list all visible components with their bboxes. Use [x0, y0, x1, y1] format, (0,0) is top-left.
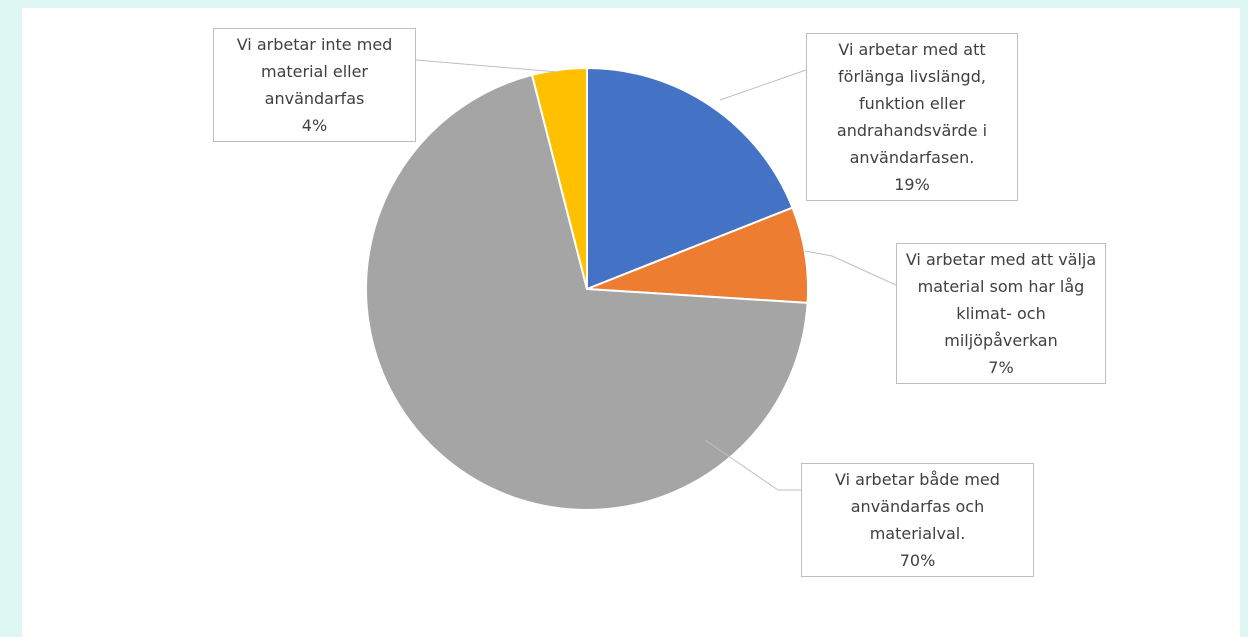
label-text: Vi arbetar inte med material eller använ… — [236, 35, 393, 108]
label-value: 7% — [988, 358, 1014, 377]
pie-slice — [530, 66, 588, 290]
leader-line — [415, 59, 559, 73]
leader-line — [704, 439, 801, 491]
pie-slice — [365, 73, 809, 511]
label-text: Vi arbetar med att förlänga livslängd, f… — [836, 40, 988, 167]
leader-line — [719, 69, 807, 101]
label-text: Vi arbetar både med användarfas och mate… — [835, 470, 1000, 543]
data-label: Vi arbetar inte med material eller använ… — [213, 28, 416, 142]
label-value: 4% — [301, 116, 328, 135]
label-value: 19% — [894, 175, 930, 194]
data-label: Vi arbetar både med användarfas och mate… — [801, 463, 1034, 577]
pie-slice — [586, 66, 794, 291]
data-label: Vi arbetar med att välja material som ha… — [896, 243, 1106, 384]
label-value: 70% — [899, 551, 936, 570]
label-text: Vi arbetar med att välja material som ha… — [905, 250, 1097, 350]
leader-line — [804, 250, 897, 286]
data-label: Vi arbetar med att förlänga livslängd, f… — [806, 33, 1018, 201]
